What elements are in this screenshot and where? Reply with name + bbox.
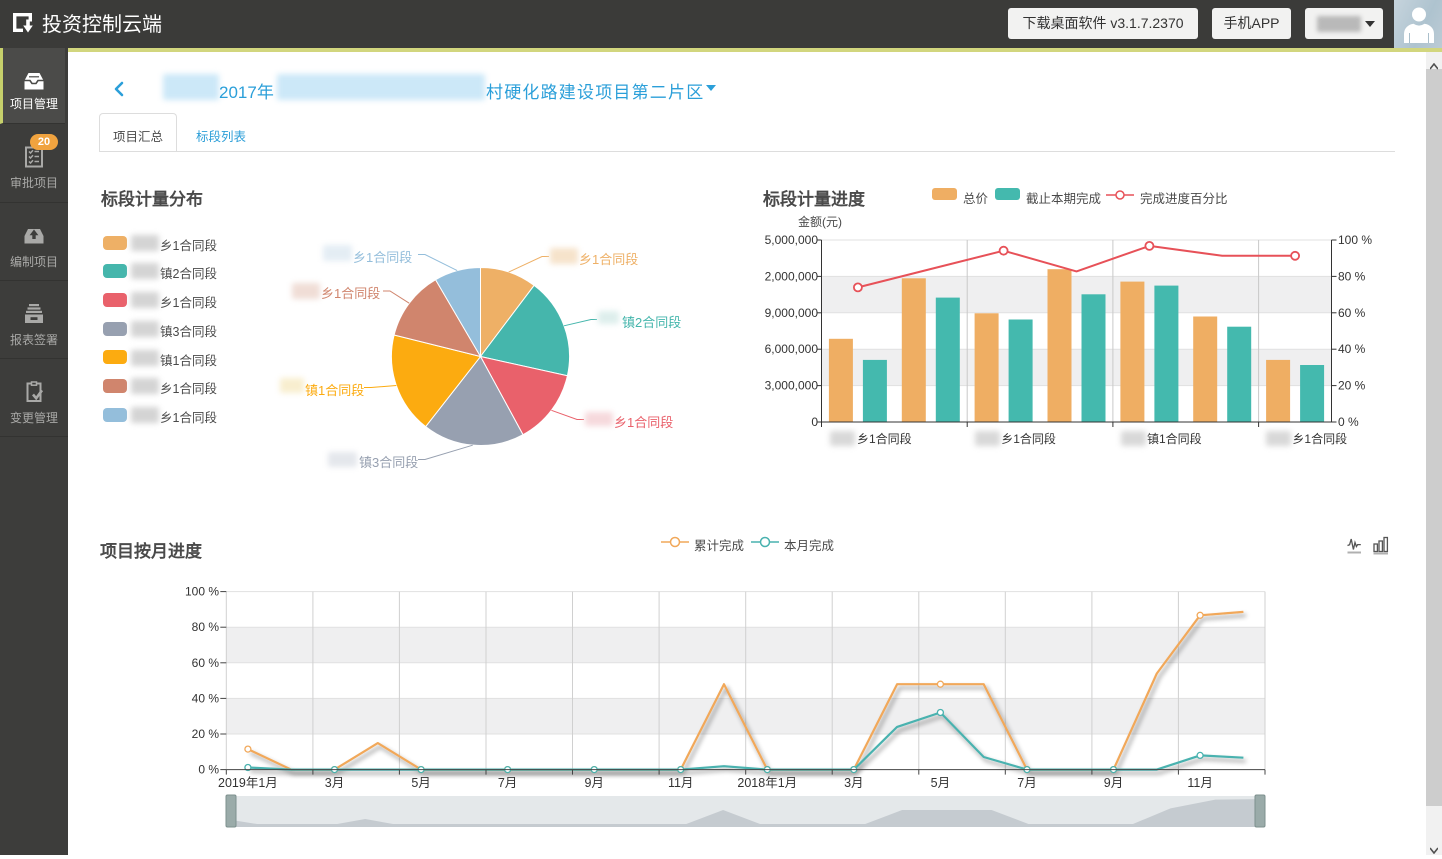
svg-text:20 %: 20 %	[1338, 379, 1366, 393]
svg-text:乡1合同段: 乡1合同段	[1292, 431, 1347, 446]
svg-text:11月: 11月	[668, 776, 693, 790]
svg-text:80 %: 80 %	[192, 620, 220, 634]
svg-text:3月: 3月	[844, 776, 863, 790]
svg-text:9月: 9月	[584, 776, 603, 790]
svg-text:40 %: 40 %	[1338, 342, 1366, 356]
svg-text:6,000,000: 6,000,000	[765, 342, 819, 356]
svg-text:5月: 5月	[411, 776, 430, 790]
svg-text:3,000,000: 3,000,000	[765, 379, 819, 393]
svg-text:0 %: 0 %	[198, 763, 219, 777]
svg-text:乡1合同段: 乡1合同段	[1001, 431, 1056, 446]
svg-text:5,000,000: 5,000,000	[765, 233, 819, 247]
svg-text:9月: 9月	[1104, 776, 1123, 790]
svg-text:11月: 11月	[1187, 776, 1212, 790]
svg-text:40 %: 40 %	[192, 691, 220, 705]
svg-text:7月: 7月	[1017, 776, 1036, 790]
svg-text:60 %: 60 %	[192, 656, 220, 670]
svg-text:20 %: 20 %	[192, 727, 220, 741]
svg-text:3月: 3月	[325, 776, 344, 790]
svg-text:2,000,000: 2,000,000	[765, 269, 819, 283]
svg-text:镇1合同段: 镇1合同段	[1147, 431, 1202, 446]
svg-text:2018年1月: 2018年1月	[737, 776, 797, 790]
svg-text:金额(元): 金额(元)	[798, 214, 842, 229]
svg-text:2019年1月: 2019年1月	[218, 776, 278, 790]
svg-text:80 %: 80 %	[1338, 269, 1366, 283]
svg-text:0 %: 0 %	[1338, 415, 1359, 429]
svg-text:5月: 5月	[931, 776, 950, 790]
svg-text:7月: 7月	[498, 776, 517, 790]
svg-text:9,000,000: 9,000,000	[765, 306, 819, 320]
svg-text:乡1合同段: 乡1合同段	[857, 431, 912, 446]
svg-text:0: 0	[811, 415, 818, 429]
svg-text:100 %: 100 %	[185, 585, 219, 599]
svg-text:60 %: 60 %	[1338, 306, 1366, 320]
svg-text:100 %: 100 %	[1338, 233, 1372, 247]
